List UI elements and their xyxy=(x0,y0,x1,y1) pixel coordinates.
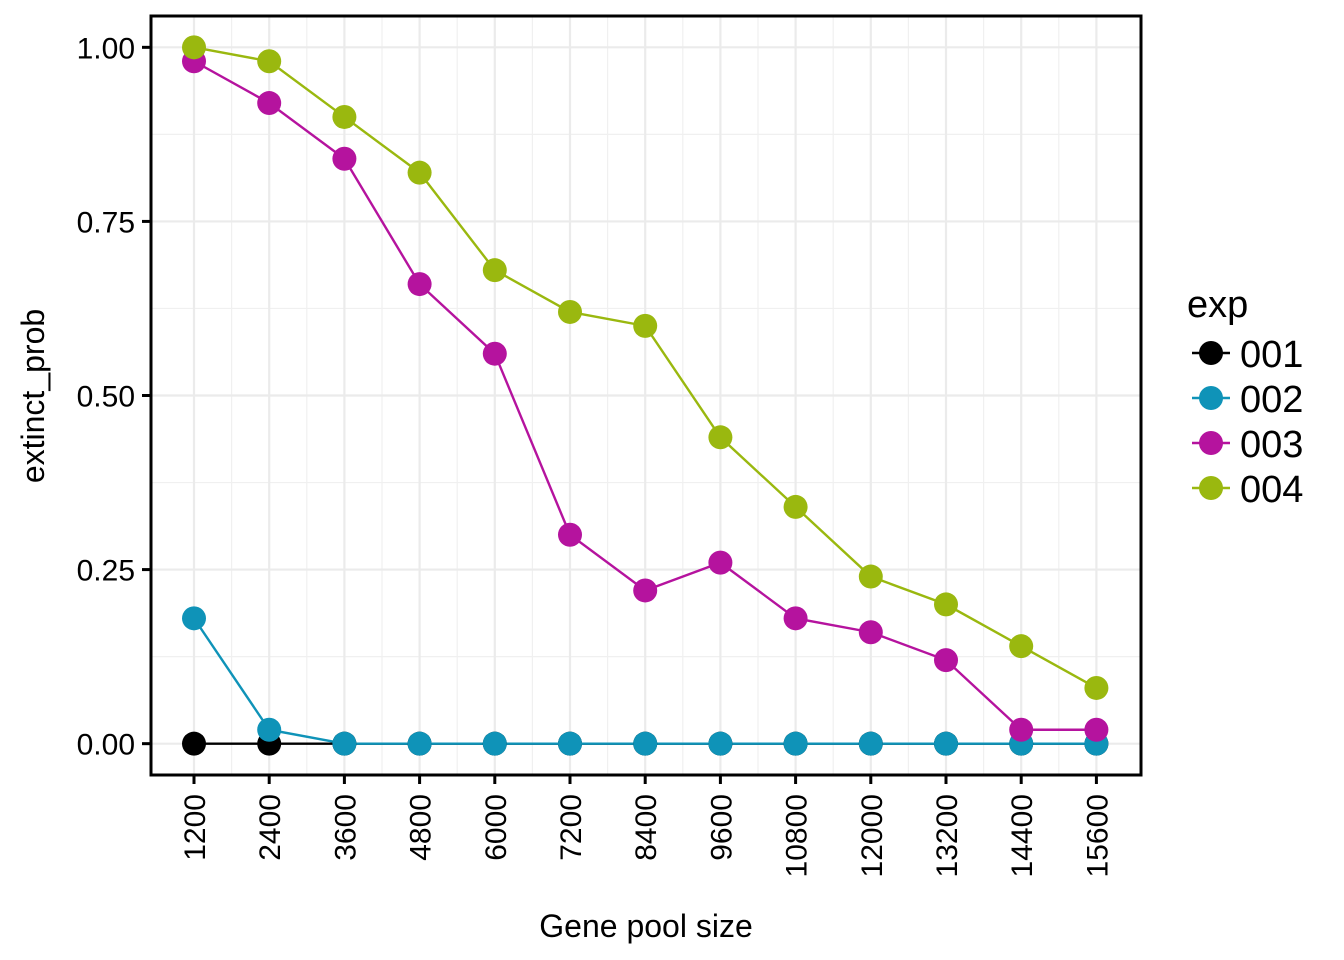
data-point-004 xyxy=(934,592,958,617)
legend-key-point-004 xyxy=(1199,476,1223,500)
legend-label-003: 003 xyxy=(1240,424,1303,466)
data-point-002 xyxy=(934,731,958,756)
grid-lines xyxy=(151,16,1141,775)
x-tick-label: 15600 xyxy=(1081,794,1114,877)
legend-key-point-001 xyxy=(1199,341,1223,365)
x-tick-label: 1200 xyxy=(179,794,212,861)
y-tick-label: 0.50 xyxy=(77,381,135,414)
data-point-004 xyxy=(1084,675,1109,700)
legend-title: exp xyxy=(1187,284,1248,326)
x-tick-label: 2400 xyxy=(254,794,287,861)
x-tick-label: 13200 xyxy=(931,794,964,877)
data-point-004 xyxy=(407,160,432,185)
y-axis: 0.00 0.25 0.50 0.75 1.00 xyxy=(77,32,151,762)
x-tick-label: 8400 xyxy=(630,794,663,861)
data-point-003 xyxy=(257,91,282,116)
x-tick-label: 6000 xyxy=(480,794,513,861)
x-tick-label: 4800 xyxy=(405,794,438,861)
data-point-003 xyxy=(407,272,432,297)
y-tick-label: 1.00 xyxy=(77,32,135,65)
legend-label-002: 002 xyxy=(1240,379,1303,421)
data-point-004 xyxy=(257,49,282,74)
y-axis-title: extinct_prob xyxy=(15,309,51,483)
y-tick-label: 0.25 xyxy=(77,555,135,588)
x-tick-label: 14400 xyxy=(1006,794,1039,877)
data-point-004 xyxy=(482,258,507,283)
data-point-003 xyxy=(1009,717,1034,742)
data-point-002 xyxy=(407,731,432,756)
data-point-004 xyxy=(332,104,357,129)
data-point-002 xyxy=(783,731,808,756)
legend-label-004: 004 xyxy=(1240,469,1303,511)
data-point-003 xyxy=(934,648,958,673)
legend-key-point-003 xyxy=(1199,431,1223,455)
data-point-003 xyxy=(633,578,658,603)
data-point-001 xyxy=(182,731,206,756)
x-axis: 1200 2400 3600 4800 6000 7200 8400 9600 10800 120… xyxy=(179,775,1114,877)
data-point-003 xyxy=(858,620,883,645)
data-point-002 xyxy=(708,731,733,756)
data-point-002 xyxy=(558,731,582,756)
data-point-003 xyxy=(482,341,507,366)
x-tick-label: 10800 xyxy=(781,794,814,877)
data-point-002 xyxy=(482,731,507,756)
data-point-002 xyxy=(182,606,206,631)
data-point-004 xyxy=(708,425,733,450)
data-point-003 xyxy=(332,146,357,171)
series-points xyxy=(182,35,1109,756)
data-point-004 xyxy=(858,564,883,589)
y-tick-label: 0.75 xyxy=(77,206,135,239)
data-point-004 xyxy=(182,35,206,60)
x-tick-label: 9600 xyxy=(705,794,738,861)
x-axis-title: Gene pool size xyxy=(539,908,752,944)
x-tick-label: 12000 xyxy=(856,794,889,877)
legend-label-001: 001 xyxy=(1240,334,1303,376)
legend-key-point-002 xyxy=(1199,386,1223,410)
data-point-002 xyxy=(858,731,883,756)
data-point-003 xyxy=(1084,717,1109,742)
y-tick-label: 0.00 xyxy=(77,729,135,762)
data-point-003 xyxy=(708,550,733,575)
data-point-004 xyxy=(783,494,808,519)
data-point-004 xyxy=(558,299,582,324)
data-point-003 xyxy=(558,522,582,547)
data-point-002 xyxy=(633,731,658,756)
x-tick-label: 3600 xyxy=(329,794,362,861)
data-point-004 xyxy=(1009,634,1034,659)
x-tick-label: 7200 xyxy=(555,794,588,861)
data-point-002 xyxy=(332,731,357,756)
data-point-002 xyxy=(257,717,282,742)
data-point-003 xyxy=(783,606,808,631)
data-point-004 xyxy=(633,313,658,338)
